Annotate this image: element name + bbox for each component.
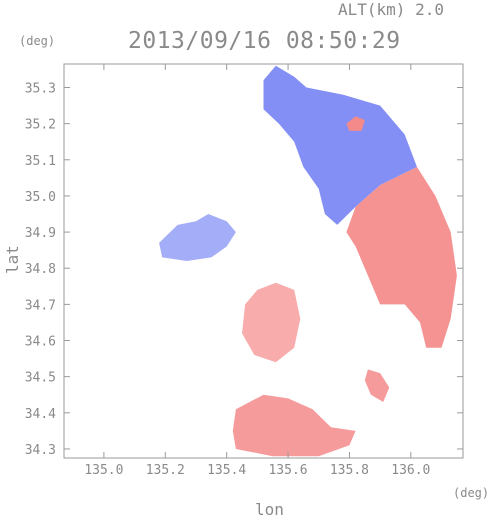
y-tick-label: 34.4 bbox=[25, 407, 56, 422]
echo-region-north-blue-sector bbox=[263, 65, 417, 225]
y-tick-label: 34.7 bbox=[25, 298, 56, 313]
echo-region-central-red-cell bbox=[242, 282, 301, 363]
plot-frame bbox=[63, 63, 464, 459]
y-tick-label: 35.2 bbox=[25, 118, 56, 133]
echo-regions bbox=[159, 65, 457, 457]
y-tick-label: 35.0 bbox=[25, 190, 56, 205]
x-axis: 135.0 135.2 135.4 135.6 135.8 136.0 bbox=[84, 64, 430, 478]
echo-region-east-red-sector bbox=[346, 167, 457, 348]
y-tick-label: 35.3 bbox=[25, 81, 56, 96]
altitude-label: ALT(km) 2.0 bbox=[338, 0, 444, 19]
y-tick-label: 34.3 bbox=[25, 443, 56, 458]
x-tick-label: 135.2 bbox=[146, 463, 185, 478]
x-tick-label: 135.6 bbox=[268, 463, 307, 478]
y-tick-label: 35.1 bbox=[25, 154, 56, 169]
x-tick-label: 135.0 bbox=[84, 463, 123, 478]
echo-region-northeast-red-spot bbox=[346, 116, 365, 131]
y-axis: 35.3 35.2 35.1 35.0 34.9 34.8 34.7 34.6 34.5 34.4… bbox=[25, 81, 463, 458]
y-tick-label: 34.5 bbox=[25, 371, 56, 386]
echo-region-south-red-band bbox=[232, 394, 356, 457]
x-tick-label: 135.4 bbox=[207, 463, 246, 478]
y-tick-label: 34.8 bbox=[25, 262, 56, 277]
x-axis-label: lon bbox=[255, 500, 284, 519]
x-tick-label: 136.0 bbox=[391, 463, 430, 478]
x-tick-label: 135.8 bbox=[330, 463, 369, 478]
chart-timestamp: 2013/09/16 08:50:29 bbox=[128, 28, 401, 54]
y-axis-unit: (deg) bbox=[19, 34, 56, 48]
echo-region-west-blue-cell bbox=[159, 214, 236, 261]
y-tick-label: 34.6 bbox=[25, 335, 56, 350]
echo-region-southeast-red-cell bbox=[364, 369, 390, 402]
x-axis-unit: (deg) bbox=[453, 486, 490, 500]
y-tick-label: 34.9 bbox=[25, 226, 56, 241]
